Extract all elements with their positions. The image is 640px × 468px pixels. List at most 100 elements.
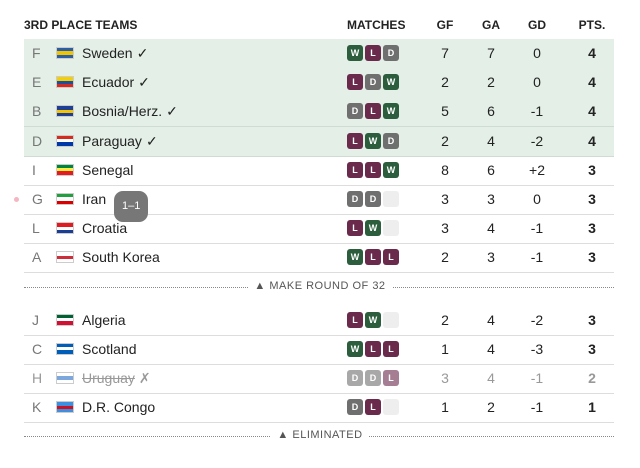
flag-stripe bbox=[57, 376, 73, 380]
flag-stripe bbox=[57, 343, 73, 348]
match-result: L bbox=[347, 161, 363, 178]
divider-label-wrap: ▲ MAKE ROUND OF 32 bbox=[0, 279, 640, 292]
group-letter: K bbox=[32, 399, 42, 416]
team-cell: D.R. Congo bbox=[82, 393, 155, 422]
match-empty bbox=[383, 220, 399, 237]
flag-stripe bbox=[57, 142, 73, 146]
match-result: L bbox=[365, 45, 381, 61]
goals-against: 6 bbox=[487, 103, 495, 120]
points: 3 bbox=[588, 340, 596, 357]
flag-stripe bbox=[57, 350, 73, 354]
goals-for: 2 bbox=[441, 311, 449, 328]
goals-against: 7 bbox=[487, 45, 495, 61]
goal-difference: +2 bbox=[529, 161, 545, 178]
team-name: Scotland bbox=[82, 340, 137, 357]
match-result: W bbox=[365, 220, 381, 237]
goals-for: 5 bbox=[441, 103, 449, 120]
flag-stripe bbox=[57, 80, 73, 84]
points: 4 bbox=[588, 45, 596, 61]
match-result: W bbox=[383, 74, 399, 91]
status-mark: ✓ bbox=[166, 103, 178, 120]
divider-label-wrap: ▲ ELIMINATED bbox=[0, 429, 640, 442]
status-mark: ✓ bbox=[138, 74, 150, 91]
flag-icon bbox=[56, 163, 74, 176]
goals-against: 4 bbox=[487, 132, 495, 149]
match-result: D bbox=[383, 45, 399, 61]
flag-stripe bbox=[57, 405, 73, 409]
flag-stripe bbox=[57, 113, 73, 117]
team-name: Croatia bbox=[82, 220, 128, 237]
team-name: Senegal bbox=[82, 161, 134, 178]
points: 4 bbox=[588, 132, 596, 149]
flag-stripe bbox=[57, 48, 73, 52]
match-result: W bbox=[383, 103, 399, 120]
points: 3 bbox=[588, 311, 596, 328]
goal-difference: -1 bbox=[530, 370, 544, 386]
status-mark: ✗ bbox=[138, 370, 151, 386]
goal-difference: 0 bbox=[533, 191, 541, 207]
goals-against: 4 bbox=[487, 370, 495, 386]
group-letter: C bbox=[32, 340, 43, 357]
match-result: L bbox=[365, 103, 381, 120]
status-mark: ✓ bbox=[145, 132, 158, 149]
match-result: L bbox=[365, 161, 381, 178]
points: 2 bbox=[588, 370, 596, 386]
flag-stripe bbox=[57, 259, 73, 263]
goal-difference: -2 bbox=[530, 311, 544, 328]
column-header: GF bbox=[436, 18, 454, 32]
team-cell: Ecuador ✓ bbox=[82, 68, 150, 97]
goals-against: 4 bbox=[487, 311, 495, 328]
match-result: L bbox=[347, 74, 363, 91]
column-header: GA bbox=[482, 18, 500, 32]
goal-difference: 0 bbox=[533, 45, 541, 61]
match-result: D bbox=[365, 191, 381, 207]
flag-icon bbox=[56, 372, 74, 384]
goals-against: 2 bbox=[487, 74, 495, 91]
points: 4 bbox=[588, 103, 596, 120]
goal-difference: -2 bbox=[530, 132, 544, 149]
goals-for: 2 bbox=[441, 74, 449, 91]
team-cell: South Korea bbox=[82, 243, 160, 272]
flag-stripe bbox=[57, 109, 73, 114]
match-result: D bbox=[383, 132, 399, 149]
team-row: C Scotland W L L 1 4 -3 3 bbox=[24, 335, 614, 365]
flag-stripe bbox=[57, 321, 73, 325]
column-header: PTS. bbox=[578, 18, 606, 32]
flag-stripe bbox=[57, 379, 73, 383]
match-result: D bbox=[347, 103, 363, 120]
group-letter: E bbox=[32, 74, 42, 91]
flag-icon bbox=[56, 105, 74, 118]
flag-stripe bbox=[57, 347, 73, 351]
flag-stripe bbox=[57, 197, 73, 201]
team-name: Ecuador bbox=[82, 74, 135, 91]
match-result: D bbox=[347, 370, 363, 386]
goal-difference: -1 bbox=[530, 220, 544, 237]
flag-stripe bbox=[57, 314, 73, 318]
team-row: L Croatia L W 3 4 -1 3 bbox=[24, 214, 614, 245]
team-cell: Senegal bbox=[82, 156, 133, 185]
team-row: J Algeria L W 2 4 -2 3 bbox=[24, 306, 614, 336]
points: 3 bbox=[588, 191, 596, 207]
goals-for: 8 bbox=[441, 161, 449, 178]
flag-stripe bbox=[57, 164, 73, 169]
flag-stripe bbox=[57, 223, 73, 227]
match-result: L bbox=[365, 249, 381, 266]
points: 4 bbox=[588, 74, 596, 91]
team-row: E Ecuador ✓ L D W 2 2 0 4 bbox=[24, 68, 614, 99]
goal-difference: -1 bbox=[530, 103, 544, 120]
team-name: South Korea bbox=[82, 249, 160, 266]
flag-stripe bbox=[57, 106, 73, 110]
flag-icon bbox=[56, 222, 74, 235]
flag-icon bbox=[56, 342, 74, 355]
flag-stripe bbox=[57, 135, 73, 139]
flag-icon bbox=[56, 193, 74, 205]
team-row: F Sweden ✓ W L D 7 7 0 4 bbox=[24, 39, 614, 69]
flag-stripe bbox=[57, 138, 73, 143]
flag-stripe bbox=[57, 317, 73, 322]
group-letter: B bbox=[32, 103, 42, 120]
team-name: Uruguay bbox=[82, 370, 135, 386]
team-name: Iran bbox=[82, 191, 107, 207]
group-letter: J bbox=[32, 311, 39, 328]
match-result: L bbox=[383, 370, 399, 386]
flag-stripe bbox=[57, 171, 73, 175]
